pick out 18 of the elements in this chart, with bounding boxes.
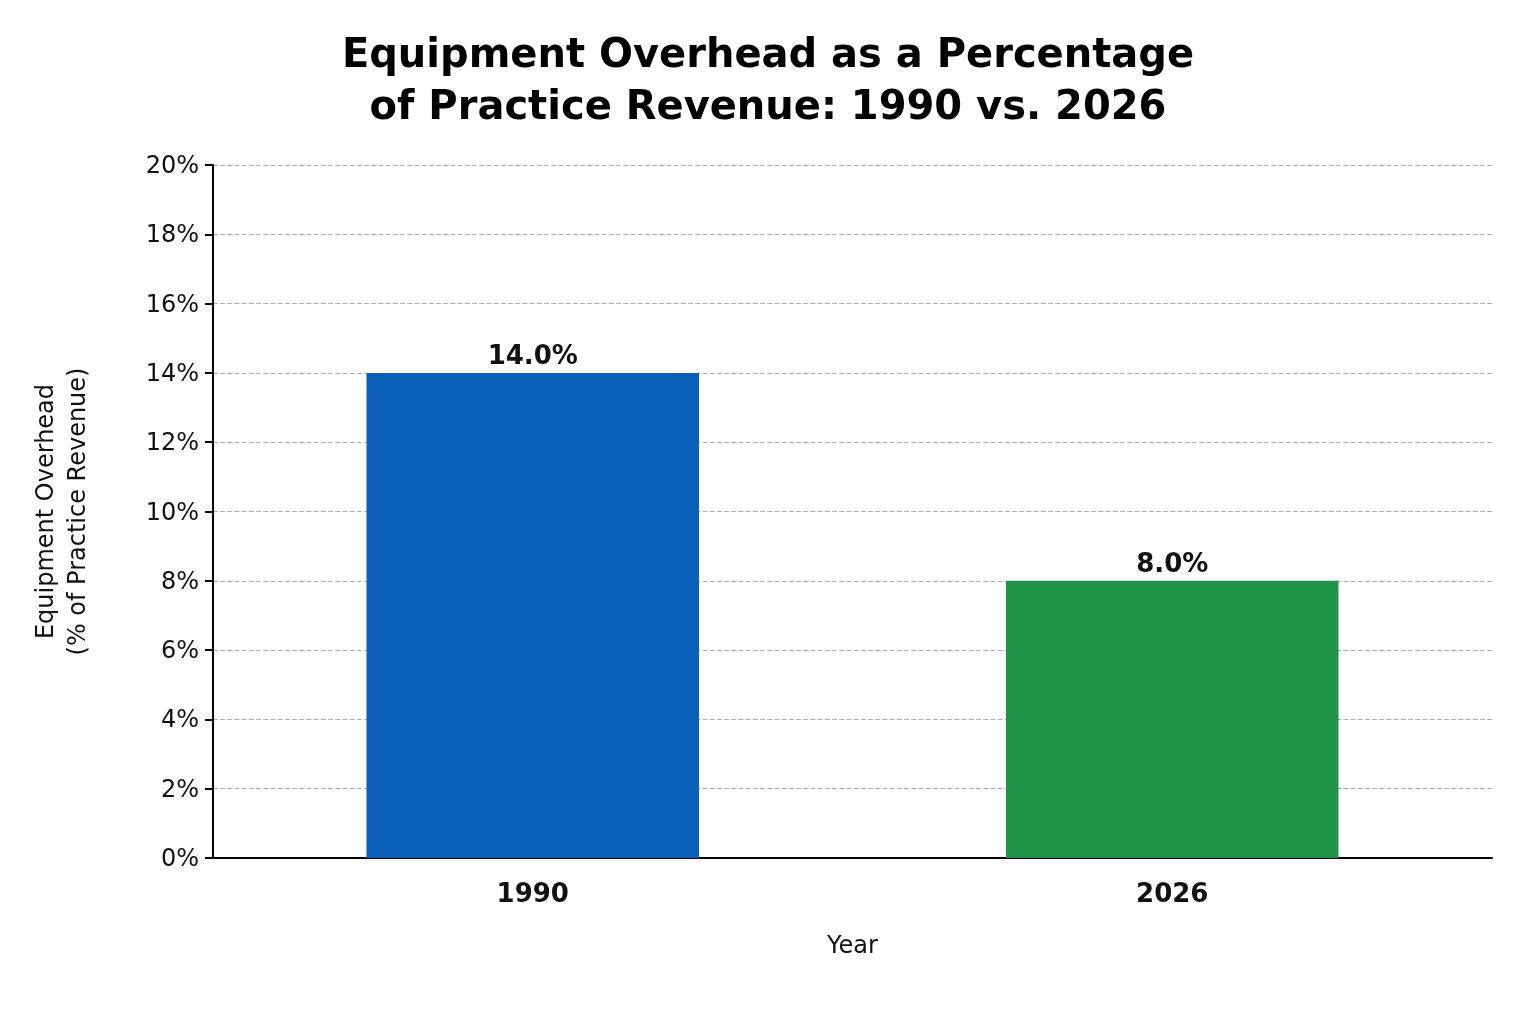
chart-title: Equipment Overhead as a Percentage of Practice Revenue: 1990 vs. 2026 [341, 30, 1195, 128]
y-tick-label: 4% [160, 705, 199, 734]
y-tick-label: 12% [145, 428, 199, 457]
y-tick-label: 8% [160, 566, 199, 595]
x-tick-label: 1990 [496, 878, 569, 908]
data-label: 14.0% [487, 339, 578, 370]
y-tick-label: 14% [145, 358, 199, 387]
y-axis-title: Equipment Overhead (% of Practice Revenue) [31, 367, 91, 656]
y-tick-label: 20% [145, 151, 199, 179]
x-tick-label: 2026 [1136, 878, 1209, 908]
y-tick-label: 10% [145, 497, 199, 526]
y-tick-label: 6% [160, 636, 199, 665]
data-label: 8.0% [1136, 547, 1209, 578]
y-tick-label: 18% [145, 220, 199, 249]
x-axis-title: Year [826, 931, 879, 959]
y-tick-label: 16% [145, 289, 199, 318]
y-tick-label: 0% [160, 844, 199, 872]
y-tick-label: 2% [160, 774, 199, 803]
